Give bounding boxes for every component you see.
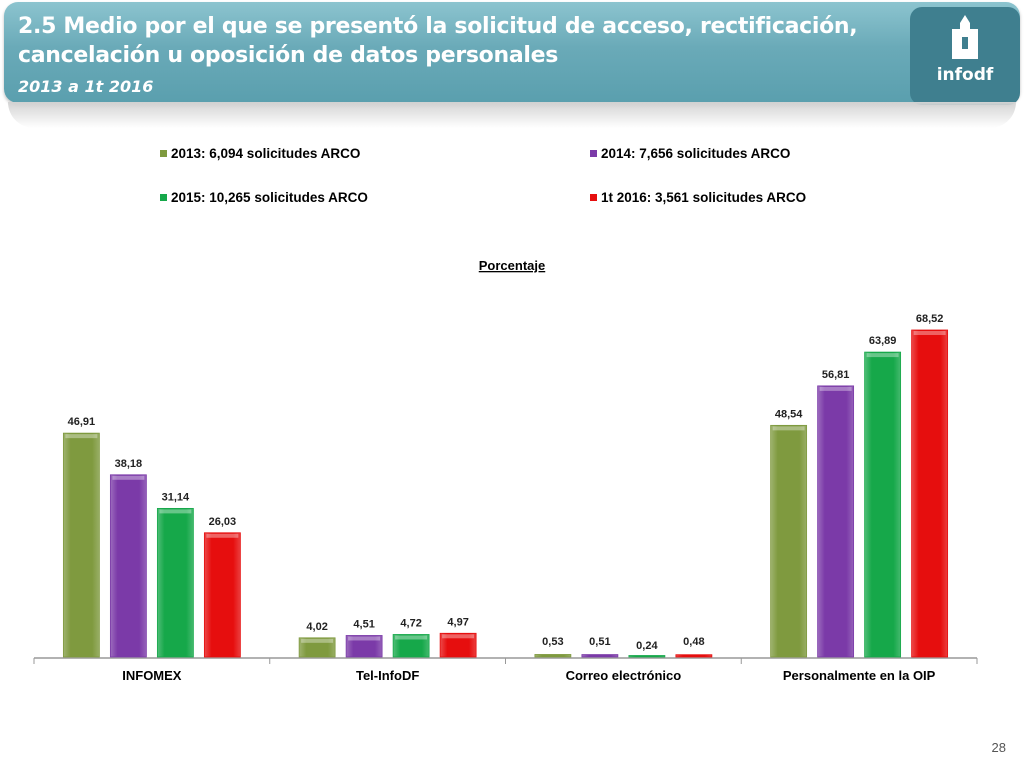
bar-0-1 — [298, 637, 336, 658]
bar-2-1 — [392, 634, 430, 658]
bar-3-1 — [439, 632, 477, 658]
data-label: 4,02 — [306, 621, 327, 633]
chart-title: Porcentaje — [479, 258, 545, 273]
bar-2-3 — [864, 351, 902, 658]
legend-item-2013: 2013: 6,094 solicitudes ARCO — [160, 146, 360, 161]
bar-highlight — [301, 638, 334, 643]
legend-label-2016: 1t 2016: 3,561 solicitudes ARCO — [601, 190, 807, 205]
bar-highlight — [442, 634, 475, 639]
data-label: 26,03 — [209, 516, 237, 528]
slide-subtitle: 2013 a 1t 2016 — [18, 77, 154, 96]
legend-swatch-2015 — [160, 194, 167, 201]
page-number: 28 — [991, 740, 1006, 755]
data-label: 46,91 — [68, 416, 96, 428]
bar-highlight — [772, 426, 805, 431]
bar-highlight — [866, 353, 899, 358]
data-label: 0,48 — [683, 636, 704, 648]
data-label: 68,52 — [916, 313, 944, 325]
legend-swatch-2013 — [160, 150, 167, 157]
infodf-logo: infodf — [910, 7, 1020, 105]
data-label: 56,81 — [822, 369, 850, 381]
category-label: INFOMEX — [122, 668, 182, 683]
title-banner: 2.5 Medio por el que se presentó la soli… — [4, 2, 1020, 105]
legend-label-2013: 2013: 6,094 solicitudes ARCO — [171, 146, 361, 161]
data-label: 31,14 — [162, 491, 190, 503]
data-label: 4,72 — [400, 617, 421, 629]
bar-0-2 — [534, 654, 572, 658]
bar-highlight — [206, 533, 239, 538]
legend-swatch-2016 — [590, 194, 597, 201]
data-label: 4,97 — [447, 616, 468, 628]
bar-highlight — [819, 386, 852, 391]
bar-highlight — [159, 509, 192, 514]
bar-3-0 — [203, 532, 241, 658]
legend-item-2014: 2014: 7,656 solicitudes ARCO — [590, 146, 790, 161]
data-label: 4,51 — [353, 618, 374, 630]
category-label: Tel-InfoDF — [356, 668, 419, 683]
logo-wordmark: infodf — [936, 65, 994, 85]
data-label: 63,89 — [869, 335, 897, 347]
bar-1-0 — [109, 474, 147, 658]
monument-icon — [952, 15, 978, 59]
bar-0-0 — [62, 432, 100, 658]
bar-0-3 — [770, 424, 808, 658]
legend-label-2014: 2014: 7,656 solicitudes ARCO — [601, 146, 791, 161]
chart-legend: 2013: 6,094 solicitudes ARCO 2014: 7,656… — [160, 146, 880, 216]
category-label: Correo electrónico — [566, 668, 682, 683]
bar-1-3 — [817, 385, 855, 658]
legend-item-2016: 1t 2016: 3,561 solicitudes ARCO — [590, 190, 806, 205]
bar-2-2 — [628, 655, 666, 658]
category-label: Personalmente en la OIP — [783, 668, 936, 683]
data-label: 48,54 — [775, 408, 803, 420]
bar-highlight — [112, 475, 145, 480]
bar-1-1 — [345, 635, 383, 658]
bar-highlight — [913, 331, 946, 335]
legend-label-2015: 2015: 10,265 solicitudes ARCO — [171, 190, 368, 205]
slide-title: 2.5 Medio por el que se presentó la soli… — [18, 14, 858, 68]
legend-swatch-2014 — [590, 150, 597, 157]
data-label: 0,53 — [542, 636, 563, 648]
bar-3-2 — [675, 654, 713, 658]
bar-2-0 — [156, 507, 194, 658]
data-label: 0,51 — [589, 636, 610, 648]
banner-shadow — [8, 102, 1016, 128]
legend-item-2015: 2015: 10,265 solicitudes ARCO — [160, 190, 368, 205]
bar-3-3 — [911, 329, 949, 658]
bar-highlight — [65, 434, 98, 439]
bar-highlight — [395, 635, 428, 640]
data-label: 0,24 — [636, 640, 658, 652]
bar-1-2 — [581, 654, 619, 658]
data-label: 38,18 — [115, 458, 143, 470]
bar-highlight — [348, 636, 381, 641]
